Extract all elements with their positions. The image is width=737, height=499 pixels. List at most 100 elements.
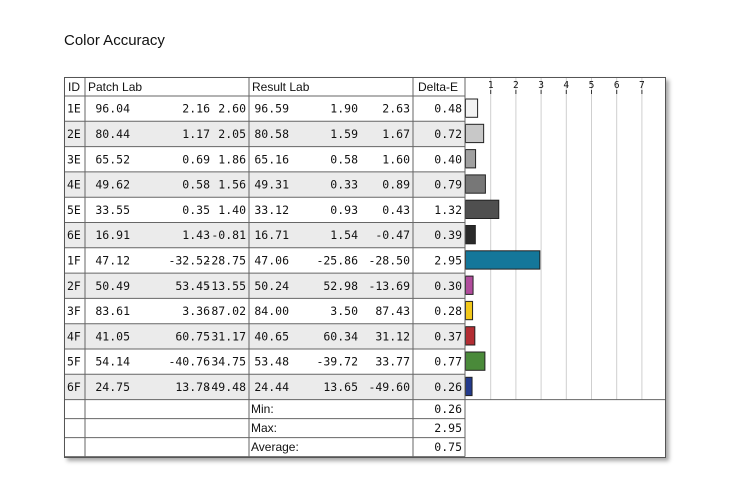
patch-lab-value: -0.81 (211, 228, 246, 242)
result-lab-value: 2.63 (382, 102, 410, 116)
tick-label: 4 (563, 80, 569, 91)
patch-lab-value: 34.75 (211, 355, 246, 369)
patch-lab-value: 2.05 (218, 127, 246, 141)
tick-label: 1 (488, 80, 494, 91)
patch-lab-value: 65.52 (95, 152, 130, 166)
delta-e-value: 0.79 (434, 178, 462, 192)
patch-lab-value: 33.55 (95, 203, 130, 217)
delta-e-bar (465, 326, 476, 346)
row-id: 1F (67, 253, 81, 267)
result-lab-value: 3.50 (330, 304, 358, 318)
row-id: 4E (67, 178, 81, 192)
row-id: 6F (67, 380, 81, 394)
result-lab-value: 50.24 (254, 279, 289, 293)
row-id: 1E (67, 102, 81, 116)
patch-lab-value: 96.04 (95, 102, 130, 116)
row-id: 5E (67, 203, 81, 217)
result-lab-value: -0.47 (375, 228, 410, 242)
tick-label: 7 (639, 80, 645, 91)
patch-lab-value: 2.60 (218, 102, 246, 116)
chart-title: Color Accuracy (64, 32, 165, 49)
row-id: 3E (67, 152, 81, 166)
result-lab-value: 0.58 (330, 152, 358, 166)
result-lab-value: 87.43 (375, 304, 410, 318)
patch-lab-value: 87.02 (211, 304, 246, 318)
result-lab-value: 80.58 (254, 127, 289, 141)
row-id: 2F (67, 279, 81, 293)
delta-e-bar (465, 174, 486, 194)
row-shade (65, 374, 465, 400)
tick-label: 2 (513, 80, 519, 91)
patch-lab-value: 24.75 (95, 380, 130, 394)
row-id: 4F (67, 329, 81, 343)
delta-e-value: 0.37 (434, 329, 462, 343)
patch-lab-value: 31.17 (211, 329, 246, 343)
result-lab-value: 33.77 (375, 355, 410, 369)
row-id: 2E (67, 127, 81, 141)
patch-lab-value: 2.16 (182, 102, 210, 116)
patch-lab-value: 83.61 (95, 304, 130, 318)
result-lab-value: 53.48 (254, 355, 289, 369)
result-lab-value: 40.65 (254, 329, 289, 343)
result-lab-value: 1.60 (382, 152, 410, 166)
result-lab-value: 84.00 (254, 304, 289, 318)
patch-lab-value: 1.17 (182, 127, 210, 141)
patch-lab-value: 1.43 (182, 228, 210, 242)
delta-e-value: 2.95 (434, 253, 462, 267)
patch-lab-value: 0.35 (182, 203, 210, 217)
result-lab-value: -49.60 (368, 380, 410, 394)
patch-lab-value: 16.91 (95, 228, 130, 242)
delta-e-bar (465, 149, 477, 169)
patch-lab-value: 13.78 (175, 380, 210, 394)
tick-label: 5 (589, 80, 595, 91)
result-lab-value: 52.98 (323, 279, 358, 293)
row-id: 6E (67, 228, 81, 242)
result-lab-value: 0.43 (382, 203, 410, 217)
patch-lab-value: 0.58 (182, 178, 210, 192)
patch-lab-value: 49.62 (95, 178, 130, 192)
result-lab-value: 1.54 (330, 228, 358, 242)
result-lab-value: 33.12 (254, 203, 289, 217)
result-lab-value: 16.71 (254, 228, 289, 242)
delta-e-value: 0.30 (434, 279, 462, 293)
row-id: 3F (67, 304, 81, 318)
patch-lab-value: -40.76 (168, 355, 210, 369)
row-shade (65, 273, 465, 299)
header-id: ID (68, 80, 80, 94)
delta-e-value: 0.40 (434, 152, 462, 166)
footer-label: Min: (251, 402, 274, 416)
tick-label: 6 (614, 80, 620, 91)
delta-e-bar (465, 250, 541, 270)
result-lab-value: 47.06 (254, 253, 289, 267)
result-lab-value: 24.44 (254, 380, 289, 394)
patch-lab-value: 1.56 (218, 178, 246, 192)
result-lab-value: 1.67 (382, 127, 410, 141)
delta-e-bar (465, 199, 500, 219)
result-lab-value: 0.93 (330, 203, 358, 217)
result-lab-value: 96.59 (254, 102, 289, 116)
delta-e-bar (465, 98, 479, 118)
footer-label: Average: (251, 440, 299, 454)
tick-label: 3 (538, 80, 544, 91)
patch-lab-value: 1.40 (218, 203, 246, 217)
delta-e-value: 0.39 (434, 228, 462, 242)
footer-value: 0.26 (434, 402, 462, 416)
result-lab-value: 13.65 (323, 380, 358, 394)
row-shade (65, 323, 465, 349)
result-lab-value: -25.86 (316, 253, 358, 267)
result-lab-value: -28.50 (368, 253, 410, 267)
delta-e-value: 0.72 (434, 127, 462, 141)
result-lab-value: 0.89 (382, 178, 410, 192)
patch-lab-value: 47.12 (95, 253, 130, 267)
result-lab-value: 65.16 (254, 152, 289, 166)
delta-e-value: 0.26 (434, 380, 462, 394)
patch-lab-value: 0.69 (182, 152, 210, 166)
table-svg: 1 2 3 4 5 6 7 ID Patch Lab Result Lab Delta-E 1E 96.… (65, 78, 665, 457)
delta-e-value: 0.77 (434, 355, 462, 369)
result-lab-value: 49.31 (254, 178, 289, 192)
patch-lab-value: -28.75 (204, 253, 246, 267)
patch-lab-value: 53.45 (175, 279, 210, 293)
result-lab-value: 1.90 (330, 102, 358, 116)
footer-value: 0.75 (434, 440, 462, 454)
delta-e-bar (465, 351, 486, 371)
